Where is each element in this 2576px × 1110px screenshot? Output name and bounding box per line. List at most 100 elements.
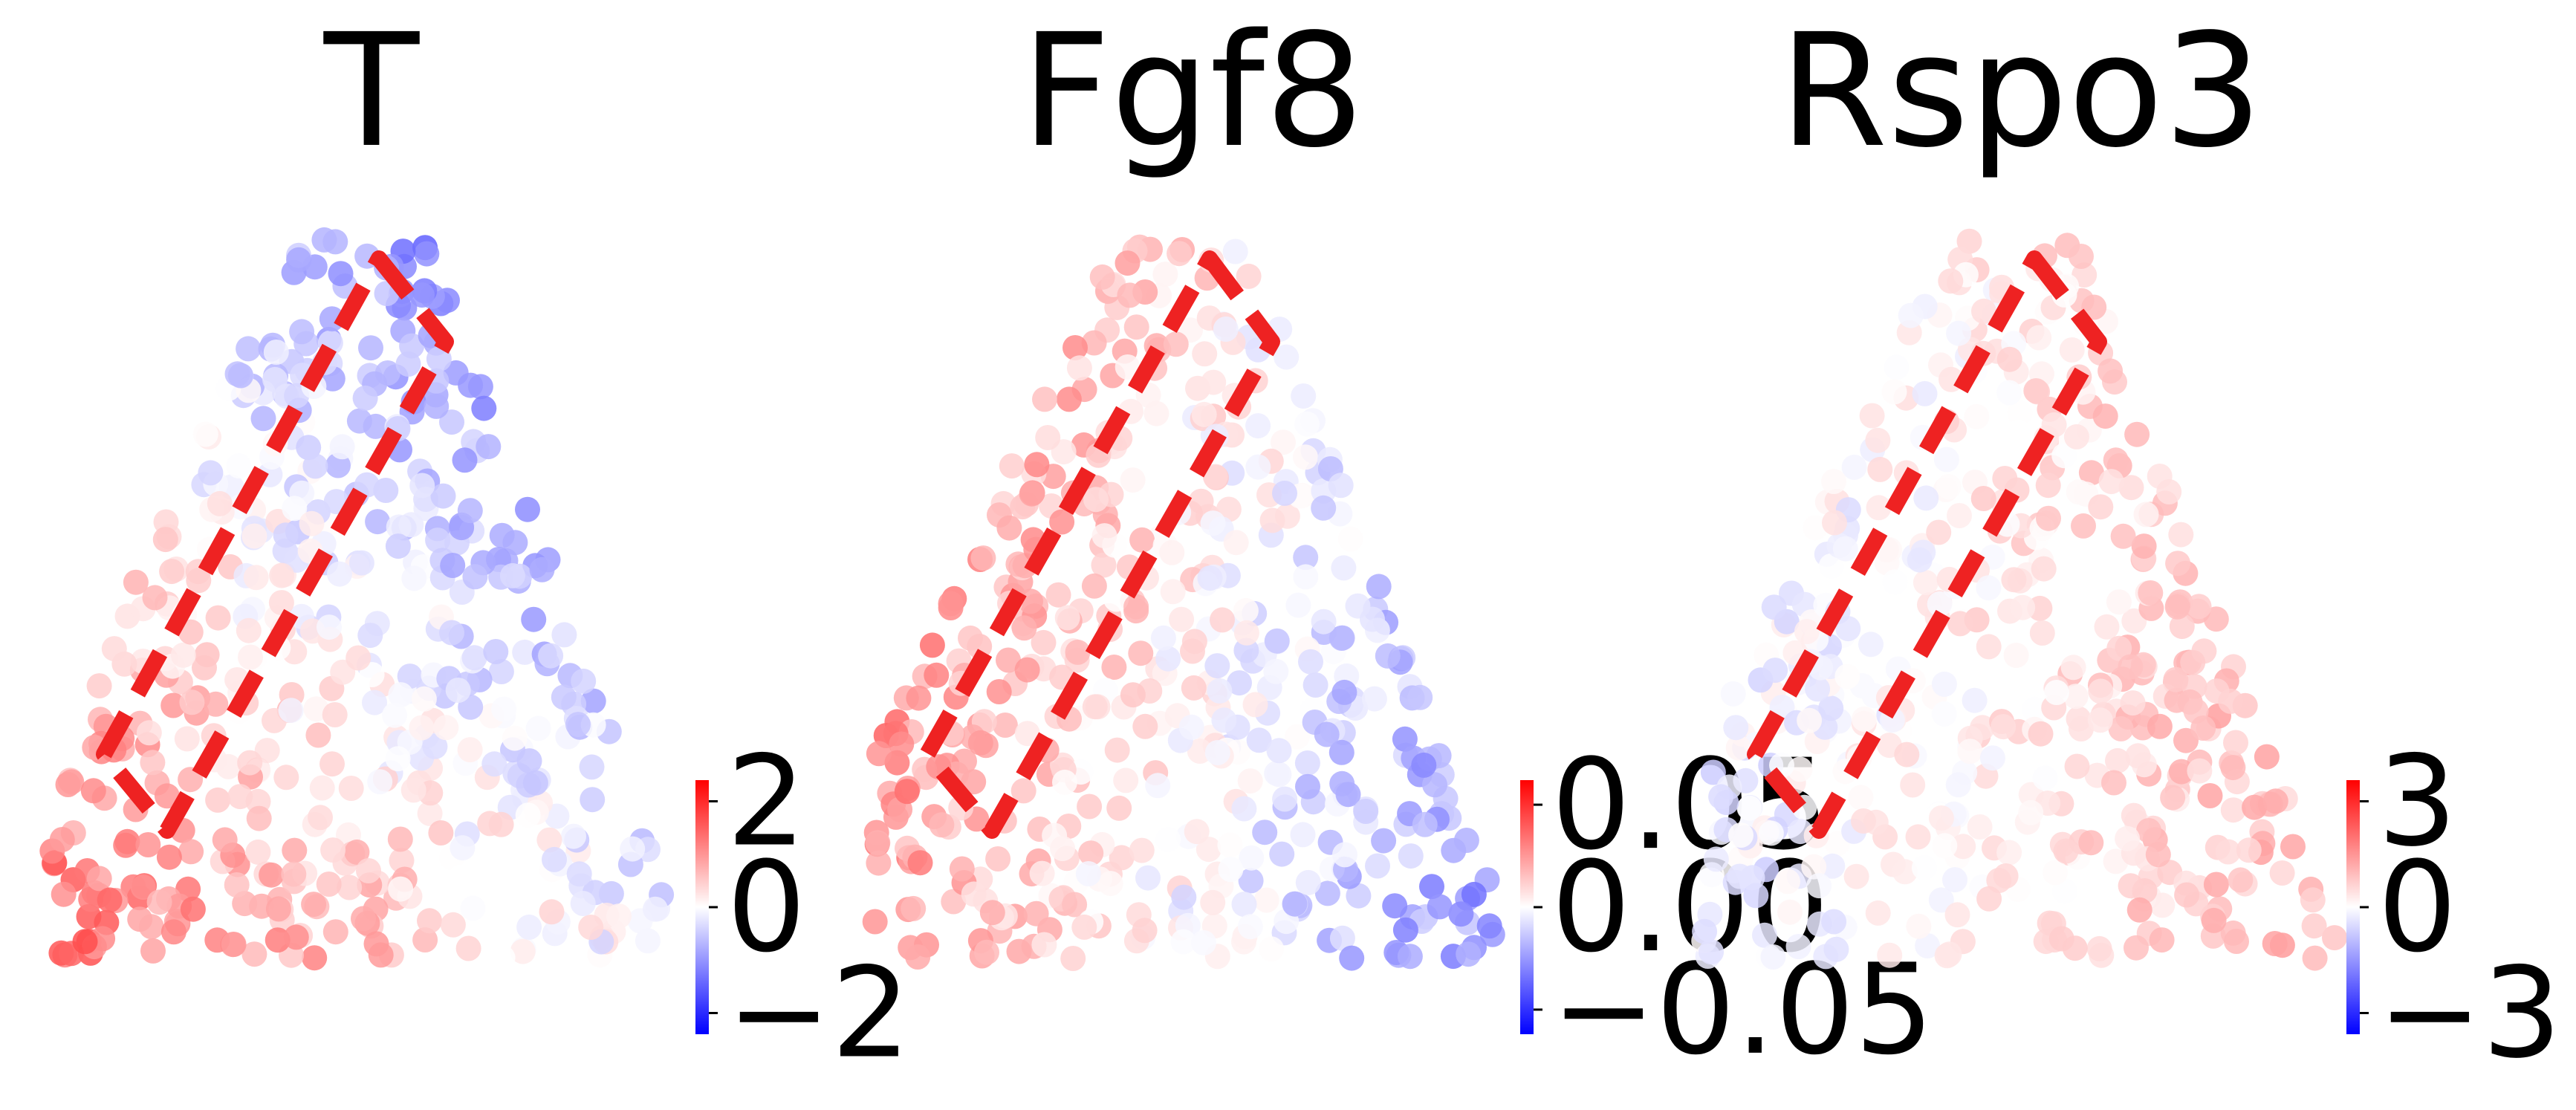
scatter-point: [180, 896, 206, 922]
scatter-point: [2163, 666, 2189, 692]
scatter-point: [140, 938, 166, 964]
scatter-point: [146, 889, 172, 915]
scatter-point: [1945, 772, 1971, 798]
colorbar-tick-label: 2: [727, 729, 806, 874]
scatter-point: [1081, 573, 1107, 599]
scatter-point: [1062, 335, 1088, 360]
scatter-point: [1290, 822, 1316, 848]
scatter-point: [491, 696, 517, 722]
scatter-point: [1976, 575, 2002, 601]
panel-rspo3: Rspo3 30−3: [1691, 0, 2562, 1086]
scatter-point: [1976, 886, 2002, 912]
scatter-point: [458, 372, 484, 398]
scatter-point: [1178, 714, 1204, 740]
scatter-point: [2203, 872, 2229, 898]
scatter-point: [430, 483, 456, 509]
scatter-point: [1145, 773, 1171, 799]
scatter-point: [929, 812, 955, 838]
scatter-point: [1725, 735, 1751, 761]
scatter-point: [2236, 837, 2262, 863]
scatter-point: [471, 395, 497, 421]
scatter-point: [452, 447, 478, 473]
scatter-point: [1723, 715, 1749, 741]
scatter-point: [1293, 564, 1319, 590]
scatter-point: [949, 856, 975, 882]
scatter-point: [2262, 788, 2288, 814]
scatter-point: [2262, 931, 2288, 956]
scatter-point: [2086, 935, 2112, 961]
scatter-point: [227, 363, 253, 389]
scatter-point: [1123, 314, 1149, 340]
scatter-point: [1242, 692, 1268, 718]
scatter-point: [1996, 380, 2022, 406]
scatter-point: [1204, 740, 1230, 765]
scatter-point: [455, 935, 481, 961]
scatter-point: [2187, 758, 2213, 784]
scatter-point: [2063, 684, 2089, 710]
scatter-point: [1915, 933, 1941, 958]
scatter-point: [302, 453, 328, 479]
scatter-point: [236, 617, 262, 643]
scatter-point: [1010, 778, 1036, 804]
scatter-point: [2224, 929, 2249, 954]
scatter-point: [136, 720, 162, 746]
scatter-point: [521, 606, 547, 632]
scatter-point: [866, 741, 892, 767]
scatter-point: [1129, 527, 1155, 553]
scatter-point: [2133, 502, 2159, 528]
scatter-point: [2145, 842, 2171, 868]
scatter-point: [1851, 706, 1877, 732]
scatter-point: [1851, 808, 1876, 834]
scatter-point: [1865, 900, 1891, 926]
scatter-point: [1912, 380, 1938, 406]
scatter-point: [1233, 637, 1259, 663]
scatter-point: [2118, 475, 2144, 501]
scatter-point: [580, 688, 606, 714]
scatter-point: [1231, 892, 1257, 918]
scatter-point: [388, 682, 414, 708]
scatter-point: [1947, 503, 1972, 528]
scatter-point: [389, 848, 415, 874]
scatter-point: [1091, 552, 1117, 578]
colorbar-gradient: [695, 780, 709, 1034]
scatter-point: [198, 460, 224, 486]
scatter-point: [2051, 878, 2077, 904]
scatter-point: [309, 775, 335, 801]
scatter-point: [2300, 887, 2326, 913]
scatter-point: [357, 623, 383, 649]
scatter-point: [226, 453, 252, 478]
scatter-point: [2001, 567, 2027, 593]
scatter-point: [97, 887, 123, 913]
scatter-point: [221, 932, 247, 957]
scatter-point: [1962, 687, 1988, 713]
scatter-point: [439, 409, 464, 435]
scatter-point: [1201, 369, 1227, 395]
scatter-point: [2242, 794, 2268, 820]
scatter-point: [241, 523, 267, 549]
scatter-point: [865, 830, 891, 856]
scatter-point: [906, 685, 932, 711]
scatter-point: [1019, 481, 1045, 507]
scatter-point: [1311, 495, 1337, 521]
scatter-point: [1245, 454, 1271, 480]
scatter-point: [1928, 887, 1954, 913]
scatter-point: [2149, 927, 2175, 953]
scatter-point: [1976, 634, 2002, 660]
scatter-point: [1360, 606, 1385, 632]
scatter-point: [536, 827, 562, 853]
scatter-point: [2186, 594, 2212, 620]
scatter-point: [382, 702, 407, 728]
scatter-point: [400, 777, 426, 803]
scatter-point: [2280, 834, 2306, 860]
scatter-point: [2064, 753, 2090, 779]
scatter-point: [1900, 772, 1926, 798]
scatter-point: [1905, 824, 1931, 850]
colorbar-tick-label: 0: [2378, 834, 2457, 980]
scatter-point: [1906, 913, 1932, 939]
scatter-point: [551, 622, 577, 648]
scatter-point: [525, 715, 551, 741]
scatter-point: [426, 346, 452, 372]
highlight-box: [919, 250, 1280, 839]
scatter-point: [1821, 469, 1846, 494]
scatter-point: [566, 861, 592, 887]
